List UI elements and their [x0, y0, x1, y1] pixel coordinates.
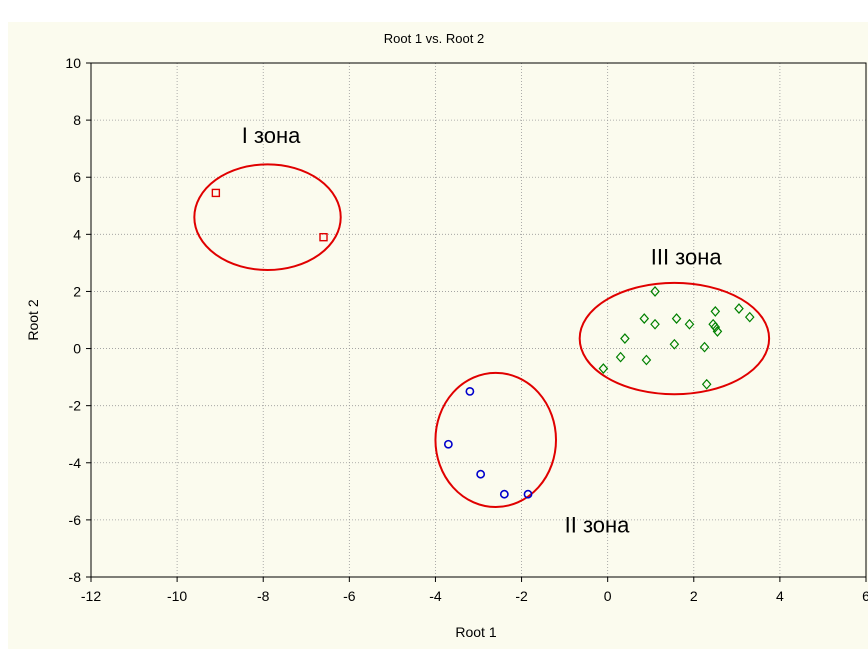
- diamond-point: [641, 354, 652, 366]
- y-tick-label: -4: [69, 455, 82, 471]
- y-tick-label: 0: [73, 341, 81, 357]
- x-tick-label: 4: [776, 588, 784, 604]
- y-axis-ticks: -8 -6 -4 -2 0 2 4 6 8 10: [65, 55, 91, 585]
- x-axis-title: Root 1: [455, 624, 496, 640]
- diamond-point: [734, 303, 744, 314]
- diamond-point: [744, 311, 755, 323]
- y-tick-label: 2: [73, 283, 81, 299]
- x-tick-label: -2: [515, 588, 528, 604]
- diamond-point: [710, 306, 721, 317]
- square-point: [319, 232, 328, 242]
- zone-ellipses: [193, 163, 771, 509]
- x-tick-label: -10: [167, 588, 187, 604]
- x-tick-label: -6: [343, 588, 356, 604]
- y-tick-label: 8: [73, 112, 81, 128]
- x-tick-label: -4: [429, 588, 442, 604]
- diamond-point: [710, 321, 721, 333]
- x-tick-label: -8: [257, 588, 270, 604]
- x-axis-ticks: -12 -10 -8 -6 -4 -2 0 2 4 6: [81, 577, 868, 604]
- zone-label: II зона: [565, 513, 631, 538]
- diamond-point: [650, 318, 660, 330]
- y-tick-label: 6: [73, 169, 81, 185]
- zone-ellipse: [193, 163, 342, 272]
- square-point: [211, 188, 221, 198]
- zone-ellipse: [578, 281, 771, 396]
- y-tick-label: -8: [69, 569, 82, 585]
- diamond-point: [650, 286, 660, 297]
- chart-panel: [8, 22, 868, 649]
- zone-annotations: I зона III зона II зона: [242, 123, 723, 538]
- y-tick-label: 4: [73, 226, 81, 242]
- circle-point: [476, 469, 486, 479]
- diamond-point: [598, 363, 609, 374]
- plot-frame: [90, 62, 867, 578]
- diamond-point: [669, 338, 680, 350]
- y-tick-label: 10: [65, 55, 81, 71]
- x-tick-label: 2: [690, 588, 698, 604]
- circle-point: [465, 386, 475, 396]
- y-axis-title: Root 2: [25, 299, 41, 340]
- zone-label: I зона: [242, 123, 301, 148]
- diamond-point: [712, 326, 723, 337]
- circle-point: [443, 439, 453, 449]
- y-tick-label: -2: [69, 398, 82, 414]
- data-points: [211, 188, 755, 499]
- diamond-point: [701, 378, 712, 390]
- y-tick-label: -6: [69, 512, 82, 528]
- circle-point: [499, 489, 509, 499]
- grid-lines: [91, 63, 866, 577]
- zone-ellipse: [434, 371, 558, 509]
- x-tick-label: -12: [81, 588, 101, 604]
- x-tick-label: 0: [604, 588, 612, 604]
- diamond-point: [615, 351, 626, 363]
- circle-point: [523, 489, 533, 499]
- diamond-point: [684, 318, 695, 330]
- chart-title: Root 1 vs. Root 2: [384, 31, 484, 46]
- diamond-point: [639, 313, 650, 324]
- diamond-point: [620, 333, 630, 344]
- diamond-point: [699, 341, 710, 353]
- x-tick-label: 6: [862, 588, 868, 604]
- zone-label: III зона: [651, 244, 723, 269]
- diamond-point: [671, 313, 682, 324]
